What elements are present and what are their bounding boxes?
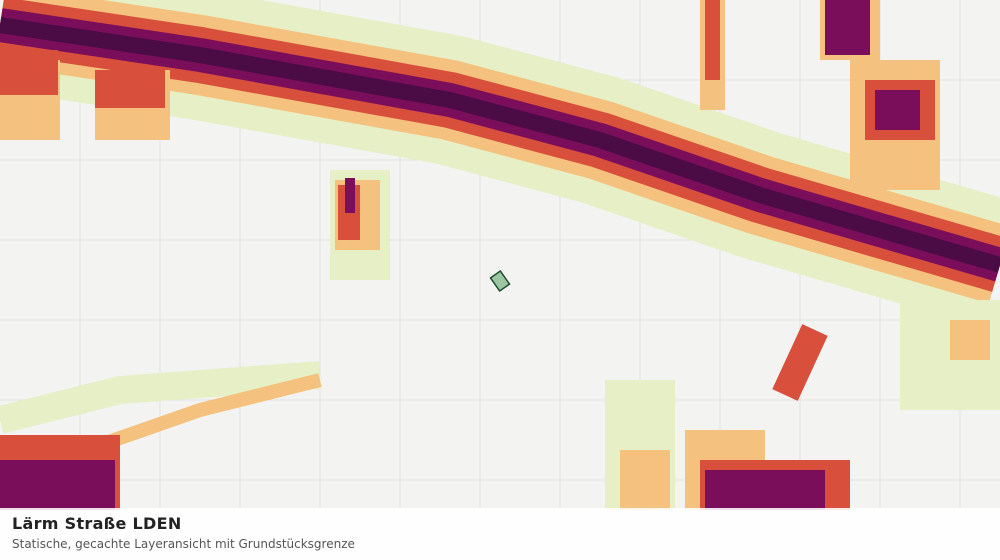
zone-70 (0, 460, 115, 510)
zone-65 (0, 50, 58, 95)
road-noise-band (0, 0, 1000, 328)
zone-70 (875, 90, 920, 130)
zone-70 (345, 178, 355, 213)
map-title: Lärm Straße LDEN (12, 514, 182, 533)
zone-75 (0, 17, 1000, 273)
map-subtitle: Statische, gecachte Layeransicht mit Gru… (12, 537, 355, 551)
zone-65 (772, 324, 828, 401)
zone-65 (95, 70, 165, 108)
zone-60 (950, 320, 990, 360)
zone-55 (0, 361, 322, 434)
zone-70 (705, 470, 825, 510)
caption: Lärm Straße LDEN Statische, gecachte Lay… (0, 508, 1000, 560)
zone-60 (620, 450, 670, 510)
parcel-boundary[interactable] (489, 269, 511, 293)
zone-70 (825, 0, 870, 55)
zone-60 (97, 373, 322, 452)
zone-65 (705, 0, 720, 80)
